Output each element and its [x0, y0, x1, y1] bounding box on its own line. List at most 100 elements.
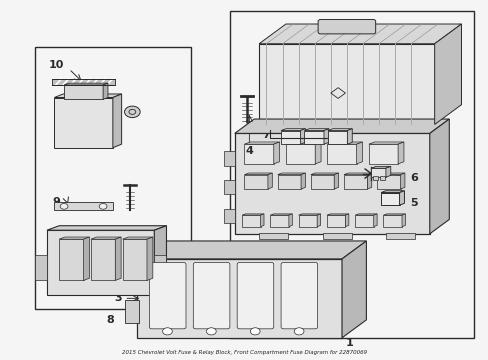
Polygon shape [380, 191, 404, 193]
Polygon shape [370, 168, 385, 177]
Text: 10: 10 [49, 60, 64, 70]
Polygon shape [298, 214, 320, 215]
Polygon shape [317, 214, 320, 226]
Bar [224, 151, 234, 166]
Polygon shape [327, 142, 362, 144]
Polygon shape [83, 237, 89, 280]
Polygon shape [304, 131, 324, 144]
Polygon shape [324, 129, 328, 144]
Polygon shape [59, 237, 89, 239]
Polygon shape [400, 173, 404, 189]
Polygon shape [343, 175, 366, 189]
Text: 2: 2 [433, 96, 460, 106]
Polygon shape [64, 83, 108, 85]
Polygon shape [54, 94, 122, 98]
Polygon shape [383, 214, 405, 215]
Bar [224, 209, 234, 223]
Polygon shape [326, 214, 348, 215]
Polygon shape [259, 125, 434, 134]
Polygon shape [244, 142, 279, 144]
Bar [224, 180, 234, 194]
Text: 5: 5 [398, 197, 417, 208]
Circle shape [294, 328, 304, 335]
Text: 4: 4 [245, 146, 253, 156]
Polygon shape [259, 24, 461, 44]
Text: 8: 8 [106, 315, 114, 325]
Polygon shape [345, 214, 348, 226]
Polygon shape [244, 144, 273, 164]
Polygon shape [285, 142, 321, 144]
Polygon shape [343, 173, 371, 175]
Bar [385, 233, 414, 239]
Polygon shape [242, 214, 264, 215]
Polygon shape [370, 166, 390, 168]
Polygon shape [288, 214, 292, 226]
Polygon shape [281, 129, 305, 131]
Polygon shape [376, 175, 400, 189]
Polygon shape [380, 193, 399, 205]
Polygon shape [270, 214, 292, 215]
Polygon shape [399, 191, 404, 205]
Polygon shape [356, 142, 362, 164]
Polygon shape [47, 230, 154, 295]
Polygon shape [376, 173, 404, 175]
Polygon shape [366, 173, 371, 189]
Polygon shape [64, 85, 103, 99]
Polygon shape [285, 144, 315, 164]
Polygon shape [373, 214, 376, 226]
FancyBboxPatch shape [193, 262, 229, 329]
Polygon shape [122, 239, 147, 280]
Bar [229, 12, 473, 338]
Polygon shape [115, 237, 121, 280]
Polygon shape [310, 173, 338, 175]
Polygon shape [260, 214, 264, 226]
Polygon shape [122, 237, 153, 239]
Polygon shape [277, 173, 305, 175]
Polygon shape [354, 215, 373, 226]
Polygon shape [333, 173, 338, 189]
Polygon shape [244, 175, 267, 189]
Bar [341, 300, 355, 323]
Polygon shape [242, 215, 260, 226]
Polygon shape [91, 239, 115, 280]
Polygon shape [244, 173, 272, 175]
Text: 2015 Chevrolet Volt Fuse & Relay Block, Front Compartment Fuse Diagram for 22870: 2015 Chevrolet Volt Fuse & Relay Block, … [122, 350, 366, 355]
Circle shape [99, 203, 107, 209]
Polygon shape [270, 215, 288, 226]
Polygon shape [91, 237, 121, 239]
Polygon shape [277, 175, 301, 189]
Polygon shape [298, 215, 317, 226]
Circle shape [206, 328, 216, 335]
Bar [154, 255, 166, 280]
Polygon shape [346, 129, 351, 144]
Bar [54, 202, 113, 210]
Polygon shape [429, 119, 448, 234]
Polygon shape [300, 129, 305, 144]
Bar [322, 233, 351, 239]
Bar [259, 233, 288, 239]
Bar [234, 134, 429, 234]
Bar [372, 176, 377, 180]
Bar [35, 47, 190, 309]
Circle shape [250, 328, 260, 335]
Text: 9: 9 [53, 197, 61, 207]
Bar [52, 78, 115, 85]
FancyBboxPatch shape [318, 19, 375, 34]
Text: 7: 7 [262, 130, 270, 140]
Polygon shape [354, 214, 376, 215]
Polygon shape [327, 129, 351, 131]
Text: 3: 3 [114, 293, 138, 303]
Polygon shape [59, 239, 83, 280]
Polygon shape [368, 142, 403, 144]
Polygon shape [103, 83, 108, 99]
Bar [125, 300, 139, 323]
Polygon shape [154, 226, 166, 295]
Polygon shape [383, 215, 401, 226]
Polygon shape [385, 166, 390, 177]
Polygon shape [281, 131, 300, 144]
Polygon shape [327, 144, 356, 164]
Bar [379, 176, 384, 180]
Circle shape [60, 203, 68, 209]
Polygon shape [434, 24, 461, 125]
Bar [259, 44, 434, 125]
